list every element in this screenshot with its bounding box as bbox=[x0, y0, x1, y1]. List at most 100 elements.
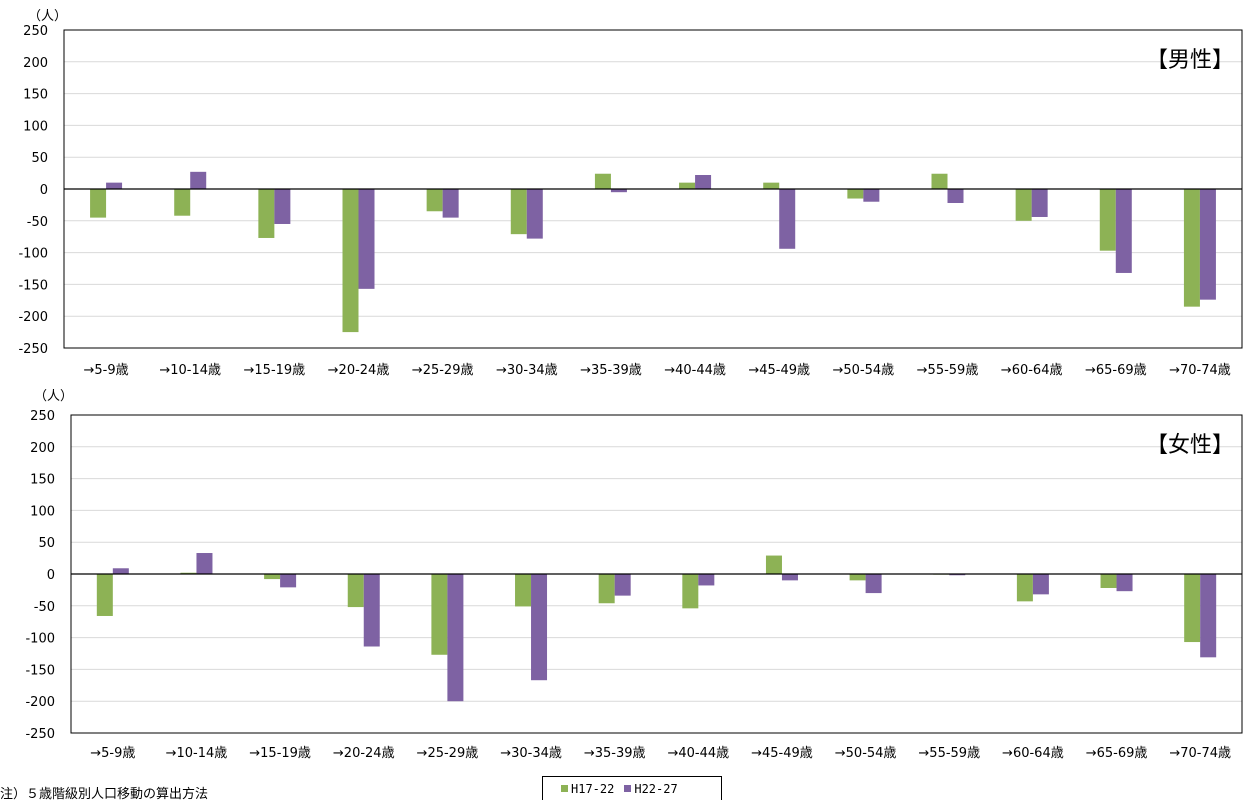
x-category-label: →45-49歳 bbox=[748, 363, 810, 378]
bar-h17-22 bbox=[765, 555, 782, 574]
legend-label-h17: H17-22 bbox=[571, 781, 615, 796]
y-tick-label: -250 bbox=[25, 727, 55, 742]
bar-h17-22 bbox=[90, 189, 107, 218]
x-category-label: →15-19歳 bbox=[249, 746, 311, 761]
panel-title: 【男性】 bbox=[1146, 48, 1234, 73]
x-category-label: →5-9歳 bbox=[90, 746, 135, 761]
bar-h17-22 bbox=[594, 173, 611, 189]
x-category-label: →50-54歳 bbox=[835, 746, 897, 761]
bar-h17-22 bbox=[431, 574, 448, 655]
bar-h22-27 bbox=[274, 189, 291, 224]
legend-item-h17: H17-22 bbox=[561, 782, 614, 796]
x-category-label: →10-14歳 bbox=[159, 363, 221, 378]
bar-h22-27 bbox=[531, 574, 548, 681]
y-tick-label: -250 bbox=[18, 342, 48, 357]
legend-item-h22: H22-27 bbox=[624, 781, 678, 796]
x-category-label: →55-59歳 bbox=[917, 363, 979, 378]
bar-h17-22 bbox=[1184, 574, 1201, 643]
y-tick-label: 0 bbox=[47, 568, 55, 583]
x-category-label: →20-24歳 bbox=[333, 746, 395, 761]
x-category-label: →10-14歳 bbox=[166, 746, 228, 761]
bar-h17-22 bbox=[1183, 189, 1200, 307]
bar-h17-22 bbox=[1015, 189, 1032, 221]
x-category-label: →35-39歳 bbox=[580, 363, 642, 378]
bar-h17-22 bbox=[96, 574, 113, 616]
x-category-label: →25-29歳 bbox=[417, 746, 479, 761]
chart-panel-1: 250 200 150 100 50 0 -50 -100 -150 -200 -250 →5-9歳 →… bbox=[18, 9, 1243, 378]
x-category-label: →70-74歳 bbox=[1169, 363, 1231, 378]
panel-title: 【女性】 bbox=[1146, 433, 1234, 458]
bar-h17-22 bbox=[347, 574, 364, 608]
bar-h22-27 bbox=[526, 189, 543, 239]
bar-h22-27 bbox=[363, 574, 380, 647]
y-tick-label: -200 bbox=[25, 695, 55, 710]
y-tick-label: 200 bbox=[23, 56, 48, 71]
x-category-label: →20-24歳 bbox=[328, 363, 390, 378]
y-unit-label: （人） bbox=[28, 9, 67, 24]
x-category-label: →60-64歳 bbox=[1001, 363, 1063, 378]
bar-h22-27 bbox=[196, 553, 213, 574]
bar-h22-27 bbox=[447, 574, 464, 702]
bar-h22-27 bbox=[442, 189, 459, 218]
x-category-label: →45-49歳 bbox=[751, 746, 813, 761]
y-tick-label: 0 bbox=[40, 183, 48, 198]
y-tick-label: 50 bbox=[38, 536, 55, 551]
chart-panel-2: 250 200 150 100 50 0 -50 -100 -150 -200 -250 →5-9歳 →… bbox=[25, 389, 1243, 761]
x-category-label: →25-29歳 bbox=[412, 363, 474, 378]
bar-h22-27 bbox=[695, 175, 712, 189]
bar-h22-27 bbox=[1116, 574, 1133, 592]
x-category-label: →55-59歳 bbox=[918, 746, 980, 761]
bar-h17-22 bbox=[598, 574, 615, 604]
y-tick-label: -150 bbox=[18, 278, 48, 293]
x-category-label: →70-74歳 bbox=[1169, 746, 1231, 761]
bar-h22-27 bbox=[947, 189, 964, 203]
legend-label-h22: H22-27 bbox=[634, 781, 678, 796]
bar-h22-27 bbox=[781, 574, 798, 581]
y-tick-label: 150 bbox=[30, 473, 55, 488]
x-category-label: →40-44歳 bbox=[664, 363, 726, 378]
bar-h22-27 bbox=[358, 189, 375, 289]
x-category-label: →65-69歳 bbox=[1086, 746, 1148, 761]
bar-h22-27 bbox=[1031, 189, 1048, 217]
x-category-label: →35-39歳 bbox=[584, 746, 646, 761]
bar-h22-27 bbox=[863, 189, 880, 202]
y-tick-label: 100 bbox=[23, 119, 48, 134]
bar-h17-22 bbox=[515, 574, 532, 607]
y-tick-label: -150 bbox=[25, 663, 55, 678]
bar-h22-27 bbox=[190, 171, 207, 189]
legend-swatch-h22 bbox=[624, 785, 632, 792]
bar-h17-22 bbox=[258, 189, 275, 238]
bar-h17-22 bbox=[1099, 189, 1116, 251]
bar-h22-27 bbox=[1032, 574, 1049, 595]
footnote: 注）５歳階級別人口移動の算出方法 bbox=[0, 787, 209, 802]
y-tick-label: -50 bbox=[34, 600, 55, 615]
bar-h22-27 bbox=[1115, 189, 1132, 273]
bar-h17-22 bbox=[682, 574, 699, 609]
bar-h17-22 bbox=[510, 189, 527, 235]
bar-h22-27 bbox=[280, 574, 297, 588]
x-category-label: →40-44歳 bbox=[667, 746, 729, 761]
y-tick-label: -200 bbox=[18, 310, 48, 325]
bar-h17-22 bbox=[931, 173, 948, 189]
bar-h22-27 bbox=[865, 574, 882, 594]
bar-h17-22 bbox=[1100, 574, 1117, 588]
y-tick-label: -100 bbox=[18, 247, 48, 262]
y-tick-label: 50 bbox=[31, 151, 48, 166]
bar-h17-22 bbox=[426, 189, 443, 212]
bar-h17-22 bbox=[264, 574, 281, 580]
bar-h22-27 bbox=[610, 189, 627, 193]
x-category-label: →5-9歳 bbox=[84, 363, 129, 378]
bar-h17-22 bbox=[679, 182, 696, 189]
x-category-label: →50-54歳 bbox=[833, 363, 895, 378]
x-category-label: →30-34歳 bbox=[496, 363, 558, 378]
x-category-label: →60-64歳 bbox=[1002, 746, 1064, 761]
y-tick-label: 250 bbox=[23, 24, 48, 39]
x-category-label: →65-69歳 bbox=[1085, 363, 1147, 378]
bar-h17-22 bbox=[849, 574, 866, 581]
bar-h17-22 bbox=[763, 182, 780, 189]
y-unit-label: （人） bbox=[34, 389, 73, 404]
y-tick-label: -100 bbox=[25, 632, 55, 647]
x-category-label: →15-19歳 bbox=[244, 363, 306, 378]
bar-h22-27 bbox=[614, 574, 631, 596]
